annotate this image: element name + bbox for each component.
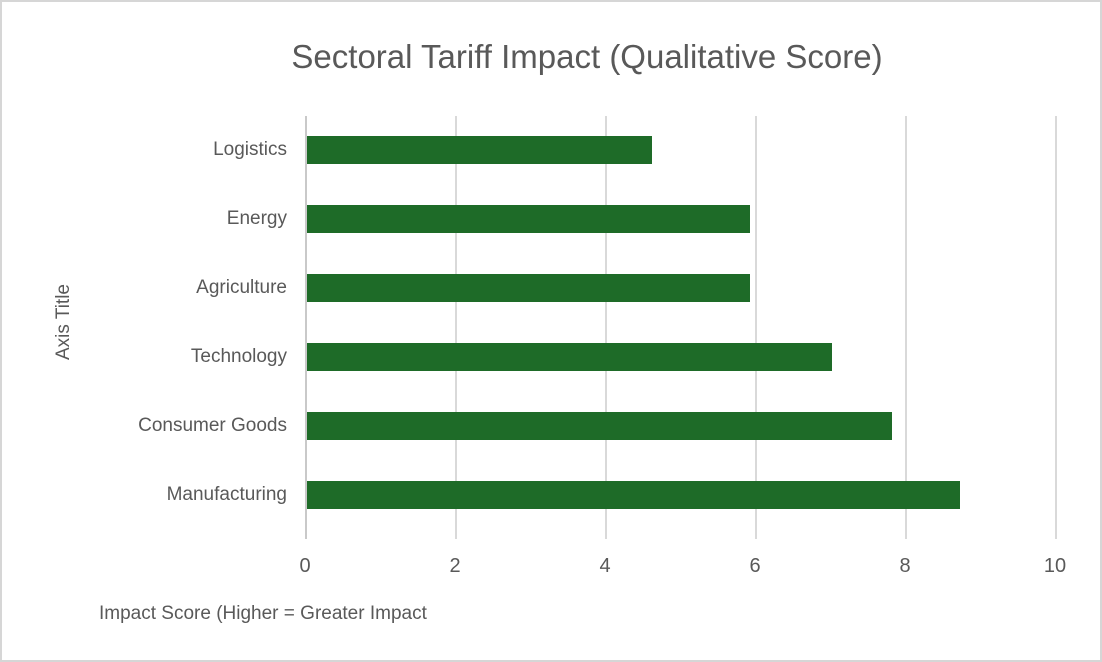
x-tick-label: 8 xyxy=(899,555,911,577)
bar-manufacturing xyxy=(307,480,960,509)
x-axis-label: Impact Score (Higher = Greater Impact xyxy=(99,603,427,624)
gridline xyxy=(605,116,607,539)
bar-consumer-goods xyxy=(307,411,892,440)
category-label: Consumer Goods xyxy=(138,414,287,436)
x-tick-label: 4 xyxy=(599,555,611,577)
y-axis-line xyxy=(305,116,307,539)
chart-title: Sectoral Tariff Impact (Qualitative Scor… xyxy=(291,38,883,75)
bar-logistics xyxy=(307,136,652,165)
category-label: Manufacturing xyxy=(166,483,287,505)
bar-technology xyxy=(307,342,832,371)
bar-agriculture xyxy=(307,274,750,303)
x-tick-label: 0 xyxy=(299,555,311,577)
gridline xyxy=(755,116,757,539)
category-label: Logistics xyxy=(213,139,287,161)
gridline xyxy=(455,116,457,539)
category-label: Energy xyxy=(226,208,287,230)
category-label: Technology xyxy=(190,345,287,367)
x-tick-label: 2 xyxy=(449,555,461,577)
gridline xyxy=(905,116,907,539)
x-tick-label: 10 xyxy=(1043,555,1067,577)
gridline xyxy=(1055,116,1057,539)
x-tick-label: 6 xyxy=(749,555,761,577)
bar-energy xyxy=(307,205,750,234)
category-label: Agriculture xyxy=(196,277,287,299)
